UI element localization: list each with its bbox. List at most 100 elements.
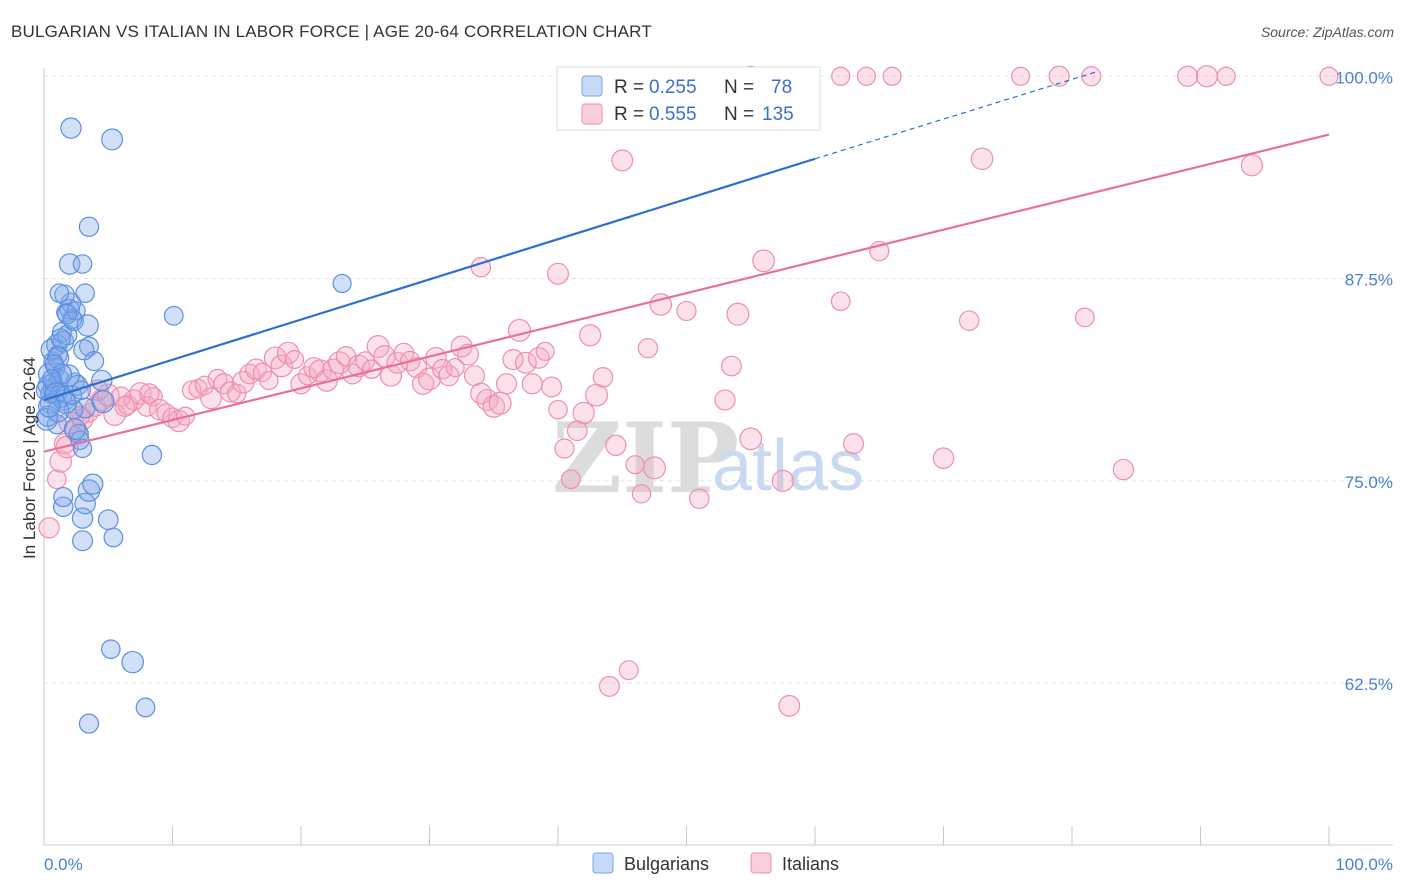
bulgarians-point (72, 254, 93, 274)
y-tick-label: 62.5% (1345, 675, 1393, 694)
italians-point (1081, 66, 1102, 87)
italians-point (830, 291, 851, 312)
italians-trendline (43, 133, 1330, 453)
italians-point (546, 262, 569, 285)
x-ticks (43, 826, 1330, 845)
italians-point (1240, 154, 1264, 177)
italians-point (270, 354, 294, 378)
bulgarians-point (51, 363, 73, 385)
italians-point (535, 341, 555, 361)
watermark: ZIP atlas (552, 402, 864, 515)
italians-point (226, 383, 247, 404)
italians-point (560, 469, 581, 490)
bulgarians-point (75, 283, 95, 303)
italians-point (752, 249, 775, 273)
legend-r-value-bulgarians: 0.255 (649, 77, 697, 98)
y-axis-label: In Labor Force | Age 20-64 (20, 357, 39, 559)
italians-point (496, 373, 518, 395)
bulgarians-point (78, 216, 100, 237)
italians-point (958, 310, 980, 331)
legend-swatch-italians (581, 103, 603, 125)
italians-point (1319, 66, 1339, 86)
y-tick-label: 75.0% (1345, 473, 1393, 492)
italians-point (200, 387, 222, 410)
italians-point (843, 433, 865, 455)
italians-point (143, 387, 163, 407)
bulgarians-point (163, 305, 184, 326)
legend-n-label-bulgarians: N = (724, 77, 754, 98)
bulgarians-point (103, 527, 124, 548)
bulgarians-point (135, 697, 156, 718)
chart-source: Source: ZipAtlas.com (1260, 24, 1394, 40)
bulgarians-trendline-extension (814, 70, 1098, 160)
italians-point (579, 324, 602, 347)
italians-point (488, 391, 512, 415)
italians-point (1177, 65, 1199, 87)
chart-title: BULGARIAN VS ITALIAN IN LABOR FORCE | AG… (11, 22, 652, 41)
bulgarians-point (48, 344, 68, 365)
bulgarians-point (74, 492, 96, 515)
italians-point (507, 318, 531, 342)
italians-point (1216, 66, 1236, 86)
italians-point (482, 395, 506, 418)
axes (43, 68, 1393, 846)
italians-point (114, 395, 136, 417)
bulgarians-point (101, 639, 121, 659)
italians-point (1048, 65, 1070, 87)
italians-point (38, 517, 60, 539)
italians-point (315, 369, 338, 392)
italians-point (739, 427, 763, 451)
italians-point (598, 675, 620, 697)
bottom-legend: Bulgarians Italians (592, 852, 839, 874)
bulgarians-point (53, 486, 74, 508)
italians-point (554, 438, 575, 459)
y-tick-label: 100.0% (1335, 68, 1393, 87)
bulgarians-point (49, 283, 70, 303)
italians-point (129, 382, 152, 405)
italians-point (406, 356, 428, 379)
italians-point (771, 469, 794, 492)
bulgarians-points (35, 117, 352, 734)
bottom-legend-label-italians: Italians (782, 854, 839, 874)
legend-r-label-italians: R = (614, 104, 644, 125)
bulgarians-point (73, 339, 95, 361)
bulgarians-point (50, 328, 71, 349)
watermark-zip: ZIP (552, 402, 739, 515)
italians-point (642, 456, 666, 480)
bottom-legend-swatch-bulgarians (592, 852, 614, 874)
italians-point (831, 66, 851, 86)
bottom-legend-label-bulgarians: Bulgarians (624, 854, 709, 874)
italians-point (1010, 66, 1031, 86)
x-tick-label-max: 100.0% (1335, 855, 1393, 874)
italians-point (463, 365, 486, 387)
italians-point (139, 383, 160, 404)
italians-point (541, 376, 563, 398)
italians-point (548, 399, 568, 420)
bulgarians-point (97, 509, 119, 531)
italians-point (49, 450, 73, 473)
italians-point (1074, 307, 1095, 328)
watermark-atlas: atlas (712, 426, 864, 506)
italians-point (181, 380, 202, 401)
italians-point (411, 372, 435, 395)
italians-point (1112, 458, 1135, 481)
italians-point (284, 349, 305, 370)
legend-r-value-italians: 0.555 (649, 104, 697, 125)
italians-point (689, 488, 710, 509)
bulgarians-point (101, 128, 124, 151)
italians-point (611, 149, 634, 172)
bulgarians-point (76, 314, 99, 337)
bulgarians-point (72, 530, 94, 552)
bulgarians-point (60, 117, 82, 139)
bulgarians-point (91, 390, 115, 414)
bulgarians-point (63, 418, 86, 441)
italians-point (637, 337, 659, 359)
italians-point (970, 147, 994, 171)
bulgarians-point (82, 473, 104, 495)
italians-point (445, 357, 465, 378)
italians-point (514, 351, 537, 374)
bulgarians-point (37, 395, 61, 418)
bottom-legend-swatch-italians (750, 852, 772, 874)
bulgarians-point (57, 304, 78, 325)
